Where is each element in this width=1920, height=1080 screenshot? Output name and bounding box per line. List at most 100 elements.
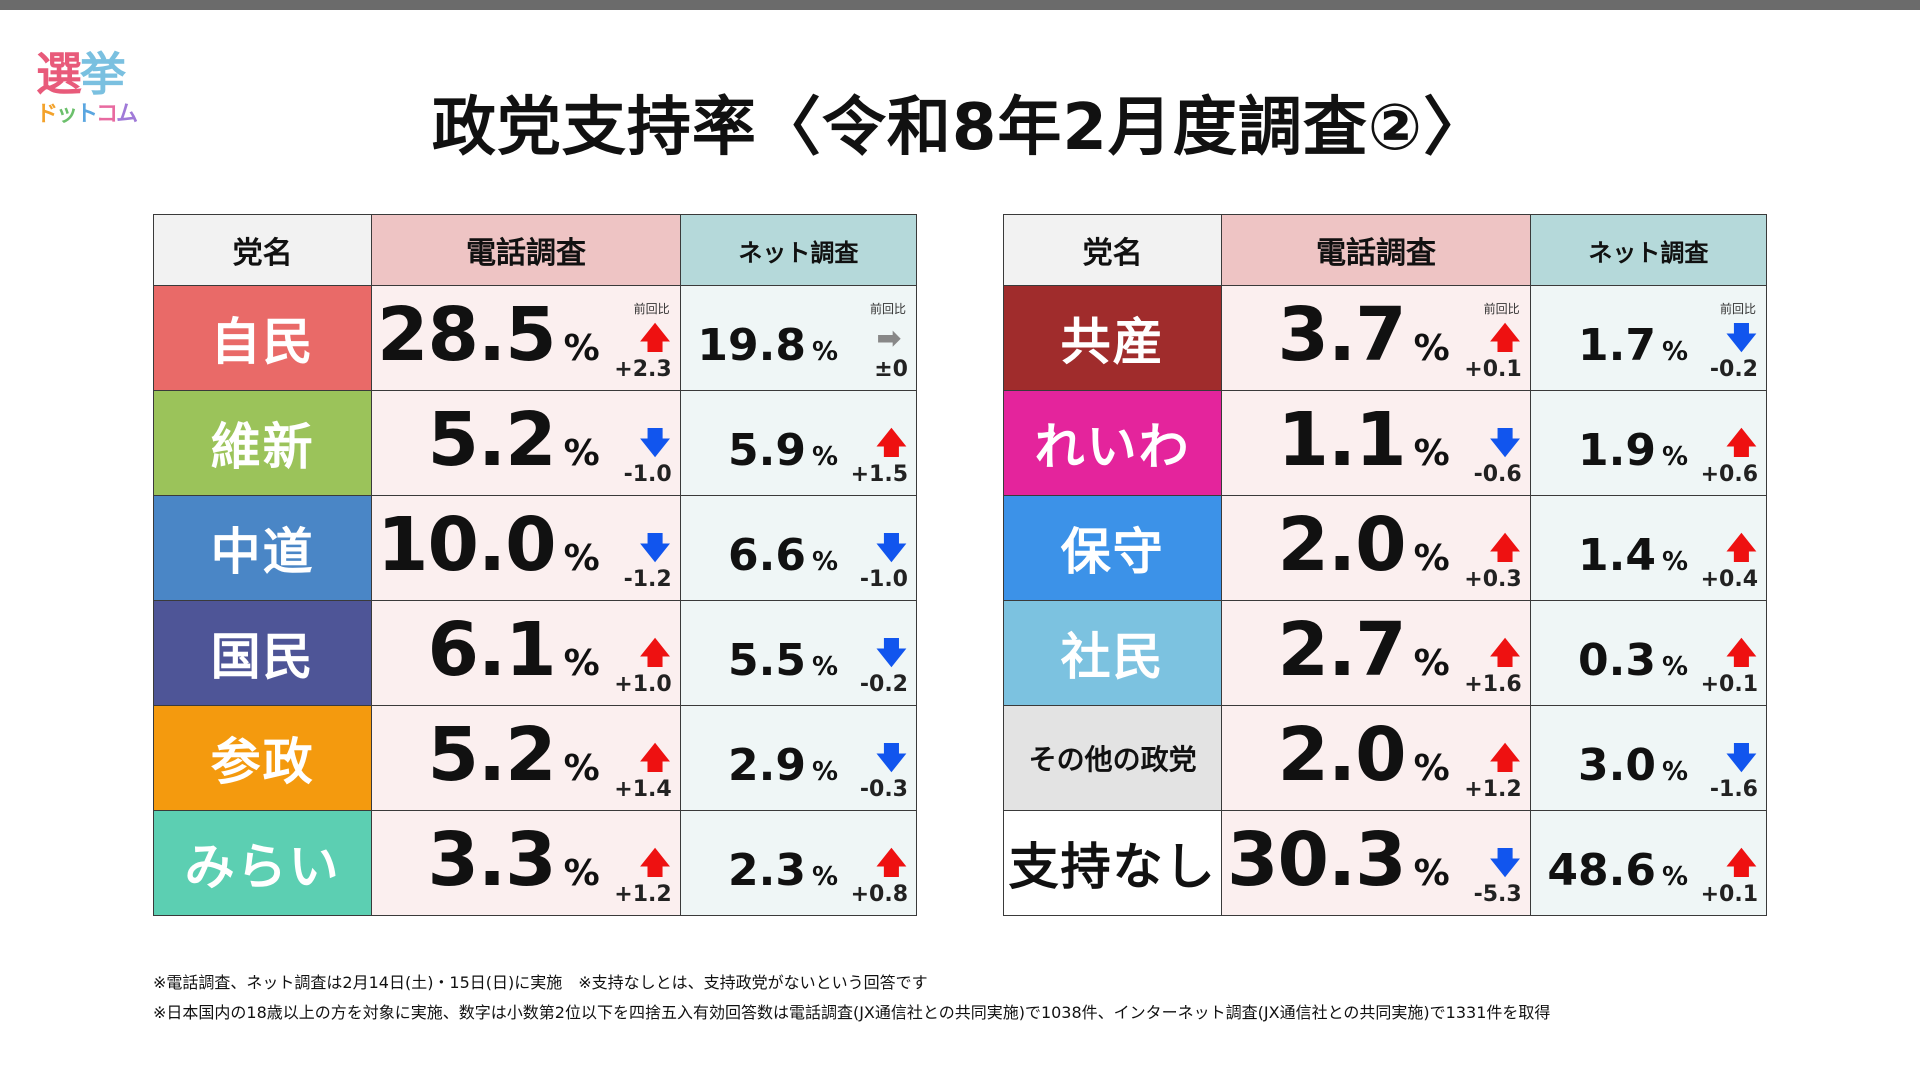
percent-sign: % — [1661, 337, 1688, 367]
trend-arrow-icon: 🡅 — [1489, 741, 1521, 776]
net-survey-cell: 1.7% 前回比 🡇 -0.2 — [1529, 285, 1768, 391]
support-value: 2.7 — [1277, 607, 1407, 693]
trend-arrow-icon: 🡅 — [1726, 636, 1757, 671]
table-body: 自民 28.5% 前回比 🡅 +2.3 19.8% 前回比 ➡ ±0 維新 5.… — [152, 285, 918, 916]
percent-sign: % — [811, 337, 838, 367]
phone-survey-cell: 28.5% 前回比 🡅 +2.3 — [371, 285, 681, 391]
party-name-cell: れいわ — [1002, 390, 1223, 496]
trend-arrow-icon: 🡇 — [876, 531, 907, 566]
change-value: +1.4 — [614, 777, 672, 802]
phone-survey-cell: 5.2% 🡅 +1.4 — [371, 705, 681, 811]
value-group: 48.6% — [1547, 849, 1688, 893]
trend-arrow-icon: 🡇 — [1726, 321, 1757, 356]
net-survey-cell: 2.3% 🡅 +0.8 — [679, 810, 918, 916]
change-value: +0.1 — [1700, 672, 1758, 697]
net-survey-cell: 5.5% 🡇 -0.2 — [679, 600, 918, 706]
support-value: 1.7 — [1577, 320, 1656, 371]
prev-compare-label: 前回比 — [1483, 302, 1520, 316]
value-group: 0.3% — [1578, 639, 1688, 683]
trend-arrow-icon: 🡇 — [1489, 426, 1521, 461]
change-value: +1.2 — [614, 882, 672, 907]
change-value: +0.8 — [850, 882, 908, 907]
percent-sign: % — [563, 748, 600, 789]
change-value: -1.6 — [1709, 777, 1758, 802]
support-value: 2.0 — [1277, 712, 1407, 798]
value-group: 1.9% — [1578, 429, 1688, 473]
value-group: 2.9% — [728, 744, 838, 788]
percent-sign: % — [563, 538, 600, 579]
change-value: +0.4 — [1700, 567, 1758, 592]
change-value: +0.6 — [1700, 462, 1758, 487]
phone-survey-cell: 10.0% 🡇 -1.2 — [371, 495, 681, 601]
logo-char: ト — [76, 102, 98, 127]
header-party: 党名 — [1002, 214, 1223, 286]
phone-survey-cell: 2.0% 🡅 +0.3 — [1221, 495, 1531, 601]
party-name-cell: 参政 — [152, 705, 373, 811]
support-value: 6.1 — [427, 607, 557, 693]
percent-sign: % — [811, 862, 838, 892]
table-row: 共産 3.7% 前回比 🡅 +0.1 1.7% 前回比 🡇 -0.2 — [1002, 285, 1768, 391]
support-value: 3.0 — [1577, 740, 1656, 791]
phone-survey-cell: 5.2% 🡇 -1.0 — [371, 390, 681, 496]
table-row: 自民 28.5% 前回比 🡅 +2.3 19.8% 前回比 ➡ ±0 — [152, 285, 918, 391]
value-group: 6.1% — [428, 613, 600, 687]
change-value: -0.3 — [859, 777, 908, 802]
support-value: 1.9 — [1577, 425, 1656, 476]
percent-sign: % — [1661, 862, 1688, 892]
party-name-cell: 共産 — [1002, 285, 1223, 391]
net-survey-cell: 19.8% 前回比 ➡ ±0 — [679, 285, 918, 391]
support-value: 1.1 — [1277, 397, 1407, 483]
logo-main-text: 選挙 — [36, 48, 126, 100]
trend-arrow-icon: 🡅 — [639, 636, 671, 671]
support-value: 2.3 — [727, 845, 806, 896]
change-value: ±0 — [874, 357, 908, 382]
site-logo[interactable]: 選挙 ドットコム — [36, 48, 146, 138]
party-name-cell: 中道 — [152, 495, 373, 601]
table-row: 参政 5.2% 🡅 +1.4 2.9% 🡇 -0.3 — [152, 705, 918, 811]
table-row: 支持なし 30.3% 🡇 -5.3 48.6% 🡅 +0.1 — [1002, 810, 1768, 916]
header-phone-survey: 電話調査 — [1221, 214, 1531, 286]
support-value: 30.3 — [1227, 817, 1407, 903]
page-title: 政党支持率〈令和8年2月度調査②〉 — [431, 91, 1489, 165]
net-survey-cell: 5.9% 🡅 +1.5 — [679, 390, 918, 496]
trend-arrow-icon: 🡅 — [1726, 531, 1757, 566]
value-group: 1.7% — [1578, 324, 1688, 368]
percent-sign: % — [1413, 853, 1450, 894]
trend-arrow-icon: 🡇 — [876, 636, 907, 671]
value-group: 19.8% — [697, 324, 838, 368]
change-value: -1.0 — [859, 567, 908, 592]
support-value: 10.0 — [377, 502, 557, 588]
prev-compare-label: 前回比 — [633, 302, 670, 316]
percent-sign: % — [563, 328, 600, 369]
percent-sign: % — [563, 853, 600, 894]
percent-sign: % — [1413, 643, 1450, 684]
value-group: 5.9% — [728, 429, 838, 473]
change-value: +1.0 — [614, 672, 672, 697]
value-group: 2.3% — [728, 849, 838, 893]
support-value: 1.4 — [1577, 530, 1656, 581]
trend-arrow-icon: 🡇 — [1489, 846, 1521, 881]
support-value: 6.6 — [727, 530, 806, 581]
party-name-cell: その他の政党 — [1002, 705, 1223, 811]
support-value: 2.0 — [1277, 502, 1407, 588]
percent-sign: % — [1661, 757, 1688, 787]
support-value: 5.2 — [427, 397, 557, 483]
value-group: 5.2% — [428, 718, 600, 792]
percent-sign: % — [811, 547, 838, 577]
value-group: 1.4% — [1578, 534, 1688, 578]
support-value: 28.5 — [377, 292, 557, 378]
support-table-right: 党名 電話調査 ネット調査 共産 3.7% 前回比 🡅 +0.1 1.7% 前回… — [1002, 214, 1768, 916]
percent-sign: % — [1413, 748, 1450, 789]
change-value: -1.0 — [623, 462, 672, 487]
value-group: 6.6% — [728, 534, 838, 578]
trend-arrow-icon: 🡅 — [639, 741, 671, 776]
party-name-cell: 保守 — [1002, 495, 1223, 601]
trend-arrow-icon: ➡ — [876, 321, 902, 356]
percent-sign: % — [563, 433, 600, 474]
prev-compare-label: 前回比 — [869, 302, 906, 316]
net-survey-cell: 6.6% 🡇 -1.0 — [679, 495, 918, 601]
party-name-cell: 自民 — [152, 285, 373, 391]
header-phone-survey: 電話調査 — [371, 214, 681, 286]
trend-arrow-icon: 🡅 — [639, 846, 671, 881]
value-group: 10.0% — [377, 508, 600, 582]
